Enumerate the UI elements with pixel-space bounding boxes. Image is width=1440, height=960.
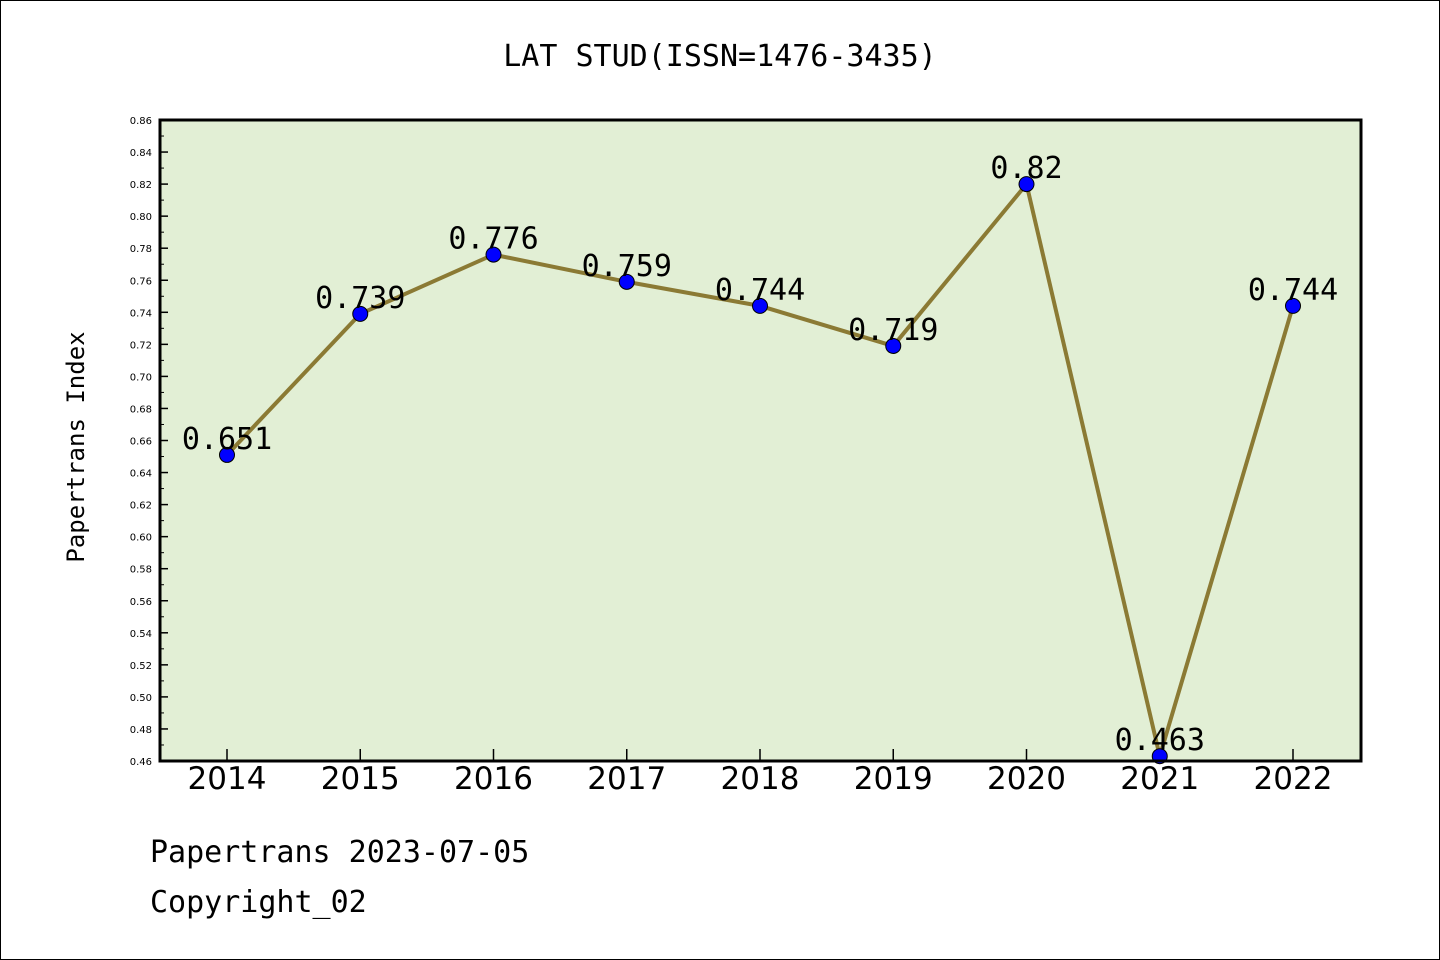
y-tick-label: 0.58	[130, 565, 152, 576]
y-tick-label: 0.70	[130, 372, 152, 383]
y-tick-label: 0.64	[130, 469, 152, 480]
x-axis-ticks: 2014 2015 2016 2017 2018 2019 2020 2021 2022	[188, 749, 1333, 797]
y-tick-label: 0.52	[130, 661, 152, 672]
y-tick-label: 0.72	[130, 340, 152, 351]
x-tick-label: 2015	[321, 761, 400, 797]
x-tick-label: 2016	[454, 761, 533, 797]
footer-copyright: Copyright_02	[150, 885, 367, 920]
data-label: 0.744	[1248, 273, 1338, 308]
x-tick-label: 2017	[587, 761, 666, 797]
data-point	[1018, 176, 1035, 193]
y-tick-label: 0.78	[130, 244, 152, 255]
x-tick-label: 2022	[1254, 761, 1333, 797]
data-point	[352, 305, 369, 322]
data-point	[752, 297, 768, 314]
data-label: 0.651	[182, 422, 272, 457]
y-tick-label: 0.48	[130, 725, 152, 736]
y-tick-label: 0.74	[130, 308, 152, 319]
y-tick-label: 0.60	[130, 533, 152, 544]
data-point	[485, 246, 502, 263]
footer-date: Papertrans 2023-07-05	[150, 835, 530, 870]
data-label: 0.82	[990, 151, 1062, 186]
y-tick-label: 0.76	[130, 276, 152, 287]
data-point	[885, 337, 902, 354]
x-tick-label: 2021	[1120, 761, 1199, 797]
plot-border	[158, 118, 1363, 763]
data-point	[1285, 297, 1301, 314]
y-tick-label: 0.46	[130, 757, 152, 768]
y-tick-label: 0.66	[130, 437, 152, 448]
data-point	[618, 273, 635, 290]
data-label: 0.776	[448, 222, 538, 257]
y-tick-label: 0.84	[130, 148, 152, 159]
plot-area	[160, 120, 1361, 761]
y-tick-label: 0.56	[130, 597, 152, 608]
y-tick-label: 0.82	[130, 180, 152, 191]
data-label: 0.744	[715, 273, 805, 308]
y-tick-label: 0.50	[130, 693, 152, 704]
x-tick-label: 2019	[854, 761, 933, 797]
series-layer: 0.651 0.739 0.776 0.759 0.744 0.719 0.82 0.463 0…	[182, 151, 1338, 765]
y-axis-label: Papertrans Index	[62, 331, 90, 562]
data-label: 0.719	[848, 313, 938, 348]
x-tick-label: 2014	[188, 761, 267, 797]
data-label: 0.739	[315, 281, 405, 316]
chart-title: LAT STUD(ISSN=1476-3435)	[503, 39, 936, 74]
y-tick-label: 0.62	[130, 501, 152, 512]
y-tick-label: 0.68	[130, 404, 152, 415]
y-axis-ticks: 0.46 0.48 0.50 0.52 0.54 0.56 0.58 0.60 0.62 0.64…	[130, 116, 168, 768]
y-tick-label: 0.54	[130, 629, 152, 640]
x-tick-label: 2020	[987, 761, 1066, 797]
y-tick-label: 0.86	[130, 116, 152, 127]
data-point	[219, 446, 235, 463]
data-label: 0.463	[1115, 723, 1205, 758]
data-label: 0.759	[582, 249, 672, 284]
x-tick-label: 2018	[721, 761, 800, 797]
y-tick-label: 0.80	[130, 212, 152, 223]
